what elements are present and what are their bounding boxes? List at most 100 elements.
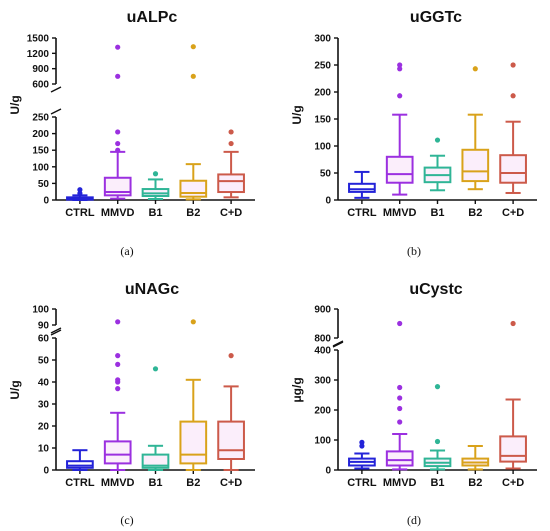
category-label: B1 [148, 477, 162, 489]
outlier-point [190, 319, 196, 325]
y-tick-label: 300 [314, 376, 331, 387]
y-tick-label: 100 [32, 305, 49, 316]
y-tick-label: 250 [314, 61, 331, 72]
panel-c-caption: (c) [120, 513, 133, 527]
category-label: MMVD [383, 207, 417, 219]
category-label: B1 [148, 207, 162, 219]
y-tick-label: 600 [32, 80, 49, 91]
outlier-point [397, 66, 403, 72]
y-tick-label: 0 [43, 466, 49, 477]
box-iqr [499, 154, 527, 184]
panel-b: uGGTc U/g (b) 0 50 100 150 200 250 300 CTRL MMVD… [290, 9, 537, 258]
outlier-point [397, 62, 403, 68]
y-tick-label: 1500 [27, 34, 50, 45]
y-tick-label: 50 [320, 169, 332, 180]
panel-b-title: uGGTc [410, 9, 462, 26]
box-iqr [103, 440, 132, 465]
outlier-point [77, 187, 83, 193]
y-tick-label: 400 [314, 346, 331, 357]
outlier-point [228, 353, 234, 359]
category-label: B2 [186, 207, 200, 219]
axis-break-mark [50, 327, 62, 334]
outlier-point [115, 361, 121, 367]
category-label: CTRL [347, 477, 377, 489]
outlier-point [115, 129, 121, 135]
panel-a-ylabel: U/g [8, 95, 22, 114]
category-label: C+D [502, 207, 524, 219]
box-iqr [217, 173, 245, 194]
axis-break-mark [332, 341, 344, 348]
panel-d-title: uCystc [409, 281, 462, 298]
outlier-point [190, 73, 196, 79]
y-tick-label: 150 [314, 115, 331, 126]
category-label: C+D [220, 477, 242, 489]
category-label: B1 [430, 477, 444, 489]
y-tick-label: 800 [314, 334, 331, 345]
outlier-point [115, 140, 121, 147]
y-tick-label: 900 [32, 64, 49, 75]
axis-break-mark [50, 108, 62, 115]
y-tick-label: 20 [38, 422, 50, 433]
outlier-point [397, 395, 403, 401]
outlier-point [434, 137, 441, 143]
category-label: CTRL [65, 207, 95, 219]
box-iqr [66, 460, 94, 469]
y-tick-label: 1200 [27, 49, 50, 60]
outlier-point [228, 140, 234, 147]
axis-break-mark [332, 340, 344, 347]
y-tick-label: 10 [38, 444, 50, 455]
box-iqr [461, 148, 490, 183]
panel-a-title: uALPc [127, 9, 178, 26]
box-iqr [179, 179, 208, 198]
outlier-point [115, 319, 121, 325]
category-label: MMVD [101, 477, 135, 489]
outlier-point [115, 73, 121, 79]
outlier-point [152, 171, 159, 177]
outlier-point [434, 384, 441, 390]
y-tick-label: 200 [314, 406, 331, 417]
y-tick-label: 90 [38, 321, 50, 332]
y-tick-label: 0 [325, 466, 331, 477]
outlier-point [115, 44, 121, 50]
panel-a-caption: (a) [120, 244, 133, 258]
outlier-point [115, 377, 121, 383]
outlier-point [359, 443, 365, 449]
panel-b-caption: (b) [407, 244, 421, 258]
outlier-point [115, 353, 121, 359]
panel-b-ylabel: U/g [290, 105, 304, 124]
box-iqr [179, 420, 208, 465]
y-tick-label: 60 [38, 334, 50, 345]
category-label: B2 [186, 477, 200, 489]
outlier-point [510, 93, 516, 99]
y-tick-label: 900 [314, 305, 331, 316]
panel-c-title: uNAGc [125, 281, 179, 298]
y-tick-label: 250 [32, 113, 49, 124]
category-label: C+D [502, 477, 524, 489]
y-tick-label: 200 [314, 88, 331, 99]
axis-break-mark [50, 86, 62, 93]
y-tick-label: 50 [38, 356, 50, 367]
outlier-point [152, 366, 159, 372]
y-tick-label: 50 [38, 179, 50, 190]
panel-a: uALPc U/g (a) 0 50 100 150 200 250 600 900 1200 1… [8, 9, 255, 258]
outlier-point [434, 438, 441, 445]
category-label: B2 [468, 207, 482, 219]
y-tick-label: 40 [38, 378, 50, 389]
outlier-point [397, 405, 403, 412]
outlier-point [359, 439, 365, 445]
outlier-point [228, 129, 234, 135]
panel-d-ylabel: μg/g [290, 377, 304, 402]
y-tick-label: 100 [314, 436, 331, 447]
outlier-point [397, 384, 403, 391]
box-iqr [141, 453, 170, 469]
category-label: CTRL [347, 207, 377, 219]
category-label: C+D [220, 207, 242, 219]
box-iqr [385, 155, 414, 184]
y-tick-label: 150 [32, 146, 49, 157]
y-tick-label: 0 [43, 196, 49, 207]
outlier-point [510, 320, 516, 327]
category-label: B2 [468, 477, 482, 489]
outlier-point [472, 66, 478, 72]
